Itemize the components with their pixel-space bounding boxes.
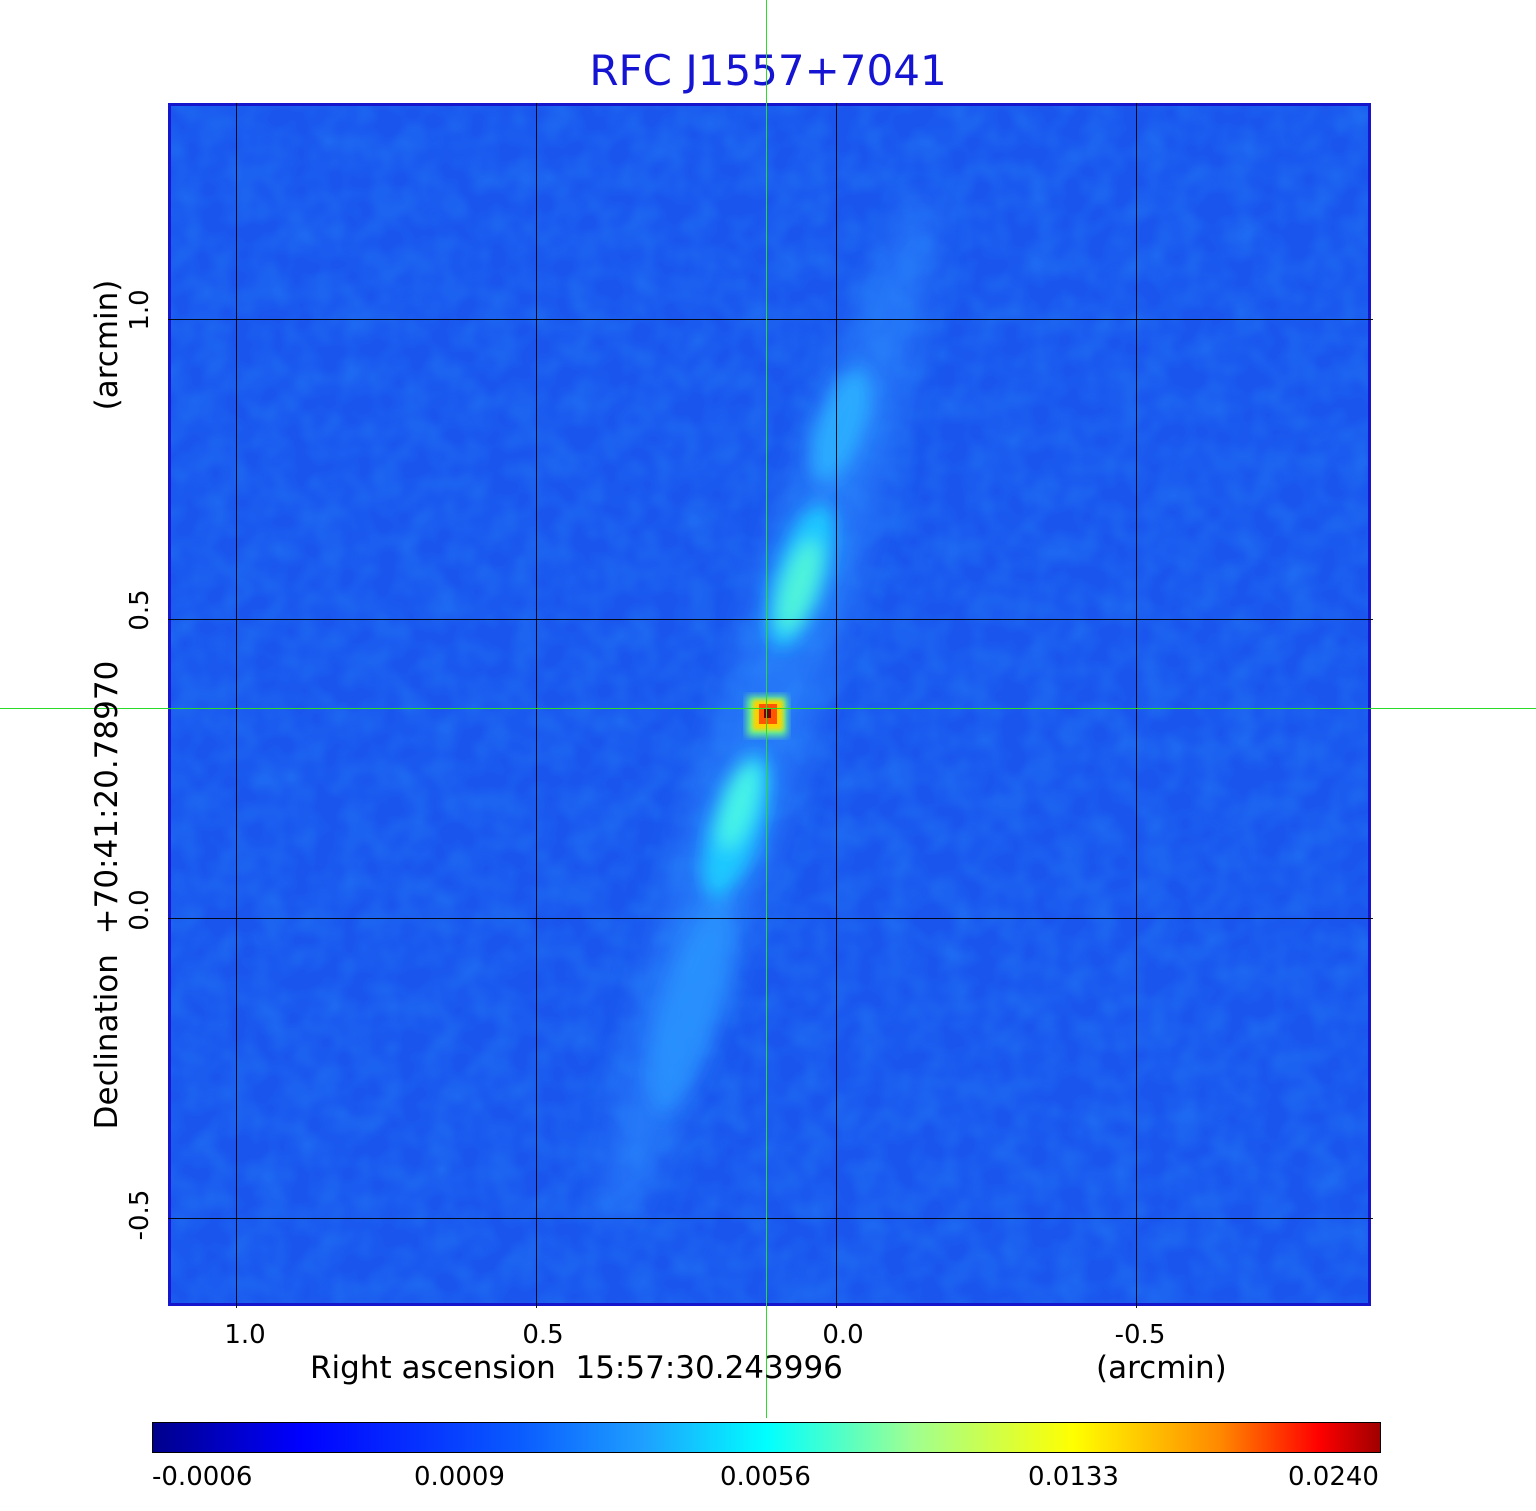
colorbar-tick-label: -0.0006 (152, 1462, 253, 1492)
y-axis-unit: (arcmin) (89, 279, 125, 411)
core-component (747, 696, 787, 736)
grid-line-ra-0.0 (836, 103, 837, 1308)
grid-line-ra-1.0 (236, 103, 237, 1308)
sky-image-frame (168, 103, 1371, 1306)
x-tick-label: -0.5 (1114, 1320, 1166, 1350)
colorbar-tick-label: 0.0056 (720, 1462, 811, 1492)
grid-line-dec-0.0 (168, 918, 1373, 919)
y-tick-label: 0.0 (125, 889, 155, 931)
y-tick-label: 1.0 (125, 289, 155, 331)
x-tick-label: 0.0 (822, 1320, 864, 1350)
colorbar-tick-label: 0.0240 (1288, 1462, 1379, 1492)
radio-source-image (171, 106, 1368, 1303)
y-axis-label: Declination +70:41:20.78970 (89, 660, 125, 1130)
colorbar-tick-label: 0.0133 (1028, 1462, 1119, 1492)
colorbar (152, 1422, 1381, 1453)
crosshair-horizontal (0, 708, 1536, 709)
jet-lower-lobe (649, 754, 770, 1113)
colorbar-tick-label: 0.0009 (414, 1462, 505, 1492)
grid-line-ra-minus-0.5 (1136, 103, 1137, 1308)
jet-upper-lobe (767, 369, 872, 648)
grid-line-dec-1.0 (168, 319, 1373, 320)
x-tick-label: 1.0 (224, 1320, 266, 1350)
grid-line-dec-minus-0.5 (168, 1218, 1373, 1219)
image-title: RFC J1557+7041 (589, 46, 947, 95)
y-tick-label: 0.5 (125, 589, 155, 631)
grid-line-dec-0.5 (168, 619, 1373, 620)
x-axis-label: Right ascension 15:57:30.243996 (310, 1350, 843, 1386)
grid-line-ra-0.5 (536, 103, 537, 1308)
x-axis-unit: (arcmin) (1096, 1350, 1227, 1386)
x-tick-label: 0.5 (522, 1320, 564, 1350)
y-tick-label: -0.5 (125, 1189, 155, 1241)
crosshair-vertical (766, 0, 767, 1418)
